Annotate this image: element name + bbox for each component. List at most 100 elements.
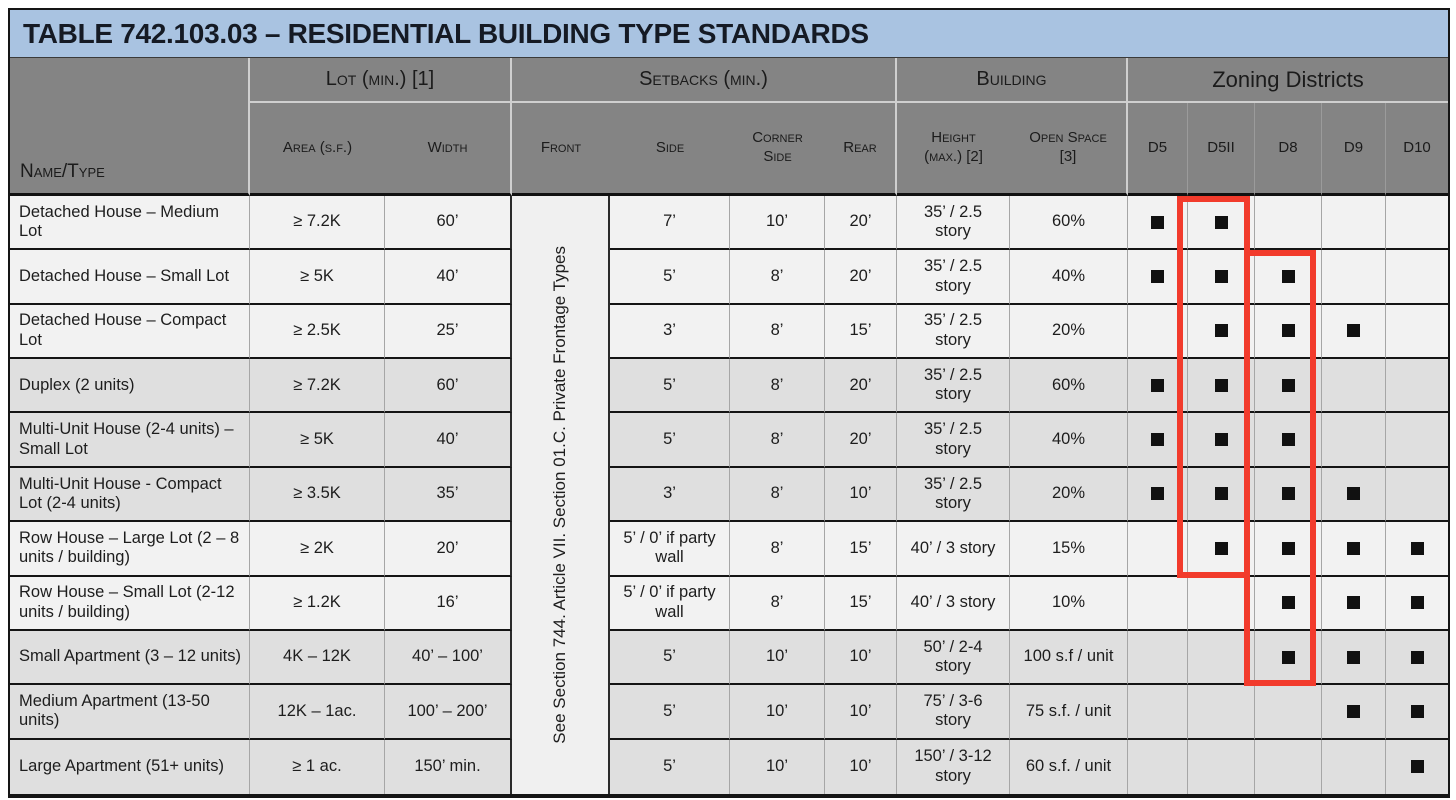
cell-district-d9 bbox=[1322, 739, 1386, 794]
cell-name-text: Detached House – Small Lot bbox=[19, 266, 230, 285]
cell-rear: 10’ bbox=[825, 467, 897, 523]
cell-district-d8 bbox=[1255, 250, 1322, 305]
col-header-rear-label: Rear bbox=[843, 138, 877, 156]
cell-corner-side-text: 10’ bbox=[765, 212, 789, 231]
cell-district-d8 bbox=[1255, 467, 1322, 523]
cell-district-d9 bbox=[1322, 576, 1386, 631]
district-mark bbox=[1347, 704, 1360, 718]
cell-name: Duplex (2 units) bbox=[10, 359, 250, 414]
table-grid: Name/Type Lot (min.) [1] Setbacks (min.)… bbox=[10, 58, 1448, 794]
cell-rear: 20’ bbox=[825, 250, 897, 305]
district-mark bbox=[1214, 433, 1228, 447]
cell-name: Row House – Large Lot (2 – 8 units / bui… bbox=[10, 522, 250, 577]
district-mark bbox=[1347, 650, 1360, 664]
cell-height-text: 35’ / 2.5 story bbox=[923, 257, 983, 295]
cell-open-space-text: 40% bbox=[1051, 429, 1086, 448]
district-mark bbox=[1281, 596, 1295, 610]
col-header-d10: D10 bbox=[1386, 103, 1448, 196]
cell-name: Detached House – Small Lot bbox=[10, 250, 250, 305]
cell-open-space: 60% bbox=[1010, 196, 1128, 251]
cell-name: Multi-Unit House - Compact Lot (2-4 unit… bbox=[10, 467, 250, 523]
cell-rear-text: 15’ bbox=[849, 538, 872, 557]
cell-corner-side-text: 10’ bbox=[765, 757, 789, 776]
cell-height-text: 35’ / 2.5 story bbox=[923, 474, 983, 512]
cell-district-d5ii bbox=[1188, 522, 1255, 577]
cell-open-space: 100 s.f / unit bbox=[1010, 630, 1128, 686]
cell-corner-side-text: 10’ bbox=[765, 701, 789, 720]
cell-district-d5 bbox=[1128, 739, 1188, 794]
cell-width-text: 40’ bbox=[436, 429, 459, 448]
cell-side: 7’ bbox=[610, 196, 730, 251]
col-header-rear: Rear bbox=[825, 103, 897, 196]
cell-width: 40’ bbox=[385, 413, 512, 468]
cell-side-text: 5’ bbox=[663, 375, 676, 394]
cell-width: 40’ – 100’ bbox=[385, 630, 512, 686]
cell-side: 5’ bbox=[610, 739, 730, 794]
cell-rear-text: 20’ bbox=[849, 375, 872, 394]
col-header-d9-label: D9 bbox=[1343, 138, 1364, 156]
cell-district-d5ii bbox=[1188, 304, 1255, 360]
cell-district-d8 bbox=[1255, 413, 1322, 468]
district-mark bbox=[1151, 433, 1164, 447]
cell-name-text: Detached House – Medium Lot bbox=[19, 202, 219, 241]
cell-open-space-text: 40% bbox=[1051, 266, 1086, 285]
cell-side: 5’ bbox=[610, 630, 730, 686]
cell-area-text: ≥ 1.2K bbox=[293, 592, 341, 611]
cell-area-text: ≥ 5K bbox=[300, 429, 334, 448]
cell-width: 25’ bbox=[385, 304, 512, 360]
cell-name-text: Medium Apartment (13-50 units) bbox=[19, 691, 210, 730]
cell-height-text: 40’ / 3 story bbox=[910, 592, 996, 611]
cell-name: Detached House – Compact Lot bbox=[10, 304, 250, 360]
cell-height: 50’ / 2-4 story bbox=[897, 630, 1010, 686]
cell-district-d5ii bbox=[1188, 685, 1255, 740]
district-mark bbox=[1281, 324, 1295, 338]
cell-side: 5’ bbox=[610, 359, 730, 414]
cell-height-text: 35’ / 2.5 story bbox=[923, 202, 983, 241]
district-mark bbox=[1214, 487, 1228, 501]
cell-corner-side: 8’ bbox=[730, 467, 825, 523]
cell-area-text: 12K – 1ac. bbox=[277, 701, 357, 720]
cell-rear: 20’ bbox=[825, 196, 897, 251]
col-header-side: Side bbox=[610, 103, 730, 196]
cell-name-text: Detached House – Compact Lot bbox=[19, 311, 227, 349]
cell-side: 5’ / 0’ if party wall bbox=[610, 522, 730, 577]
cell-rear: 15’ bbox=[825, 304, 897, 360]
cell-corner-side-text: 8’ bbox=[770, 321, 784, 340]
district-mark bbox=[1281, 541, 1295, 555]
cell-rear-text: 15’ bbox=[849, 321, 872, 340]
cell-width: 60’ bbox=[385, 196, 512, 251]
cell-district-d8 bbox=[1255, 685, 1322, 740]
cell-open-space-text: 20% bbox=[1051, 321, 1086, 340]
cell-area: 4K – 12K bbox=[250, 630, 385, 686]
cell-open-space: 40% bbox=[1010, 413, 1128, 468]
cell-district-d8 bbox=[1255, 630, 1322, 686]
district-mark bbox=[1214, 324, 1228, 338]
cell-rear: 10’ bbox=[825, 685, 897, 740]
cell-district-d5ii bbox=[1188, 467, 1255, 523]
district-mark bbox=[1151, 378, 1164, 392]
cell-height: 35’ / 2.5 story bbox=[897, 250, 1010, 305]
cell-open-space-text: 60% bbox=[1051, 375, 1086, 394]
cell-side: 5’ bbox=[610, 685, 730, 740]
cell-district-d9 bbox=[1322, 630, 1386, 686]
col-header-height: Height (max.) [2] bbox=[897, 103, 1010, 196]
group-header-setbacks: Setbacks (min.) bbox=[512, 58, 897, 103]
cell-corner-side: 10’ bbox=[730, 739, 825, 794]
cell-height-text: 35’ / 2.5 story bbox=[923, 311, 983, 349]
cell-open-space: 15% bbox=[1010, 522, 1128, 577]
cell-height-text: 150’ / 3-12 story bbox=[914, 747, 992, 785]
cell-area-text: 4K – 12K bbox=[283, 647, 351, 666]
cell-height: 40’ / 3 story bbox=[897, 576, 1010, 631]
col-header-d9: D9 bbox=[1322, 103, 1386, 196]
district-mark bbox=[1281, 650, 1295, 664]
district-mark bbox=[1410, 541, 1424, 555]
cell-corner-side-text: 10’ bbox=[765, 647, 789, 666]
cell-width-text: 100’ – 200’ bbox=[407, 701, 488, 720]
cell-rear-text: 20’ bbox=[849, 266, 872, 285]
district-mark bbox=[1281, 270, 1295, 284]
district-mark bbox=[1410, 704, 1424, 718]
col-header-side-label: Side bbox=[655, 138, 685, 156]
cell-open-space: 10% bbox=[1010, 576, 1128, 631]
cell-open-space-text: 15% bbox=[1051, 538, 1086, 557]
